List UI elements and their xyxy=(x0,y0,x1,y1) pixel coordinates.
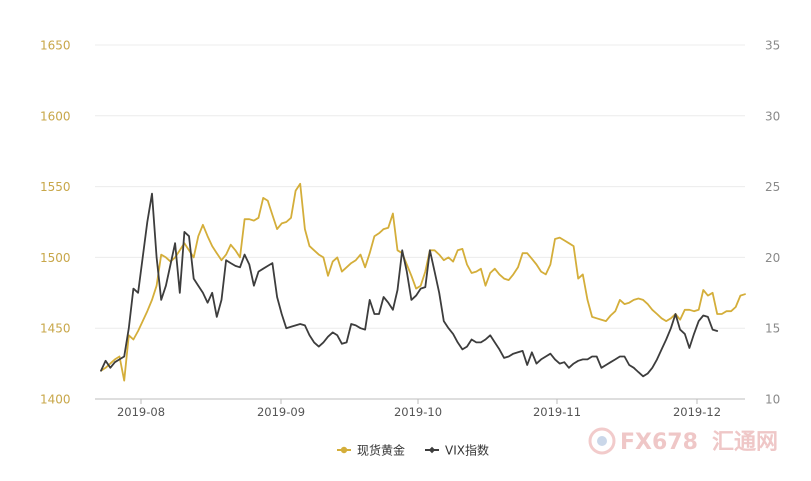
legend-item-gold[interactable]: 现货黄金 xyxy=(337,443,405,458)
y-axis-right: 10 15 20 25 30 35 xyxy=(765,39,780,407)
x-tick-label: 2019-09 xyxy=(257,405,305,419)
watermark-brand: FX678 xyxy=(620,430,698,455)
gridlines xyxy=(95,44,745,329)
y-right-tick-label: 15 xyxy=(765,322,780,336)
x-tick-label: 2019-12 xyxy=(673,405,721,419)
fx678-logo-icon xyxy=(588,427,616,455)
legend-vix-diamond-icon xyxy=(428,446,436,454)
x-tick-label: 2019-10 xyxy=(394,405,442,419)
x-axis: 2019-08 2019-09 2019-10 2019-11 2019-12 xyxy=(95,398,745,419)
y-left-tick-label: 1450 xyxy=(40,322,71,336)
legend-vix-label: VIX指数 xyxy=(445,443,489,458)
y-right-tick-label: 10 xyxy=(765,393,780,407)
y-right-tick-label: 30 xyxy=(765,109,780,123)
watermark-sub: 汇通网 xyxy=(712,430,778,455)
series-line-vix xyxy=(100,192,719,378)
legend-gold-dot-icon xyxy=(340,446,348,454)
y-right-tick-label: 20 xyxy=(765,251,780,265)
y-left-tick-label: 1600 xyxy=(40,109,71,123)
legend-gold-label: 现货黄金 xyxy=(357,443,405,458)
y-left-tick-label: 1500 xyxy=(40,251,71,265)
legend[interactable]: 现货黄金 VIX指数 xyxy=(337,443,489,458)
y-left-tick-label: 1650 xyxy=(40,39,71,53)
x-tick-label: 2019-11 xyxy=(533,405,581,419)
y-axis-left: 1400 1450 1500 1550 1600 1650 xyxy=(40,39,71,407)
y-right-tick-label: 35 xyxy=(765,39,780,53)
y-right-tick-label: 25 xyxy=(765,180,780,194)
series-layer xyxy=(100,182,746,382)
legend-item-vix[interactable]: VIX指数 xyxy=(425,443,489,458)
x-tick-label: 2019-08 xyxy=(117,405,165,419)
y-left-tick-label: 1550 xyxy=(40,180,71,194)
watermark: FX678 汇通网 xyxy=(588,427,778,455)
series-line-gold xyxy=(100,182,746,382)
y-left-tick-label: 1400 xyxy=(40,393,71,407)
